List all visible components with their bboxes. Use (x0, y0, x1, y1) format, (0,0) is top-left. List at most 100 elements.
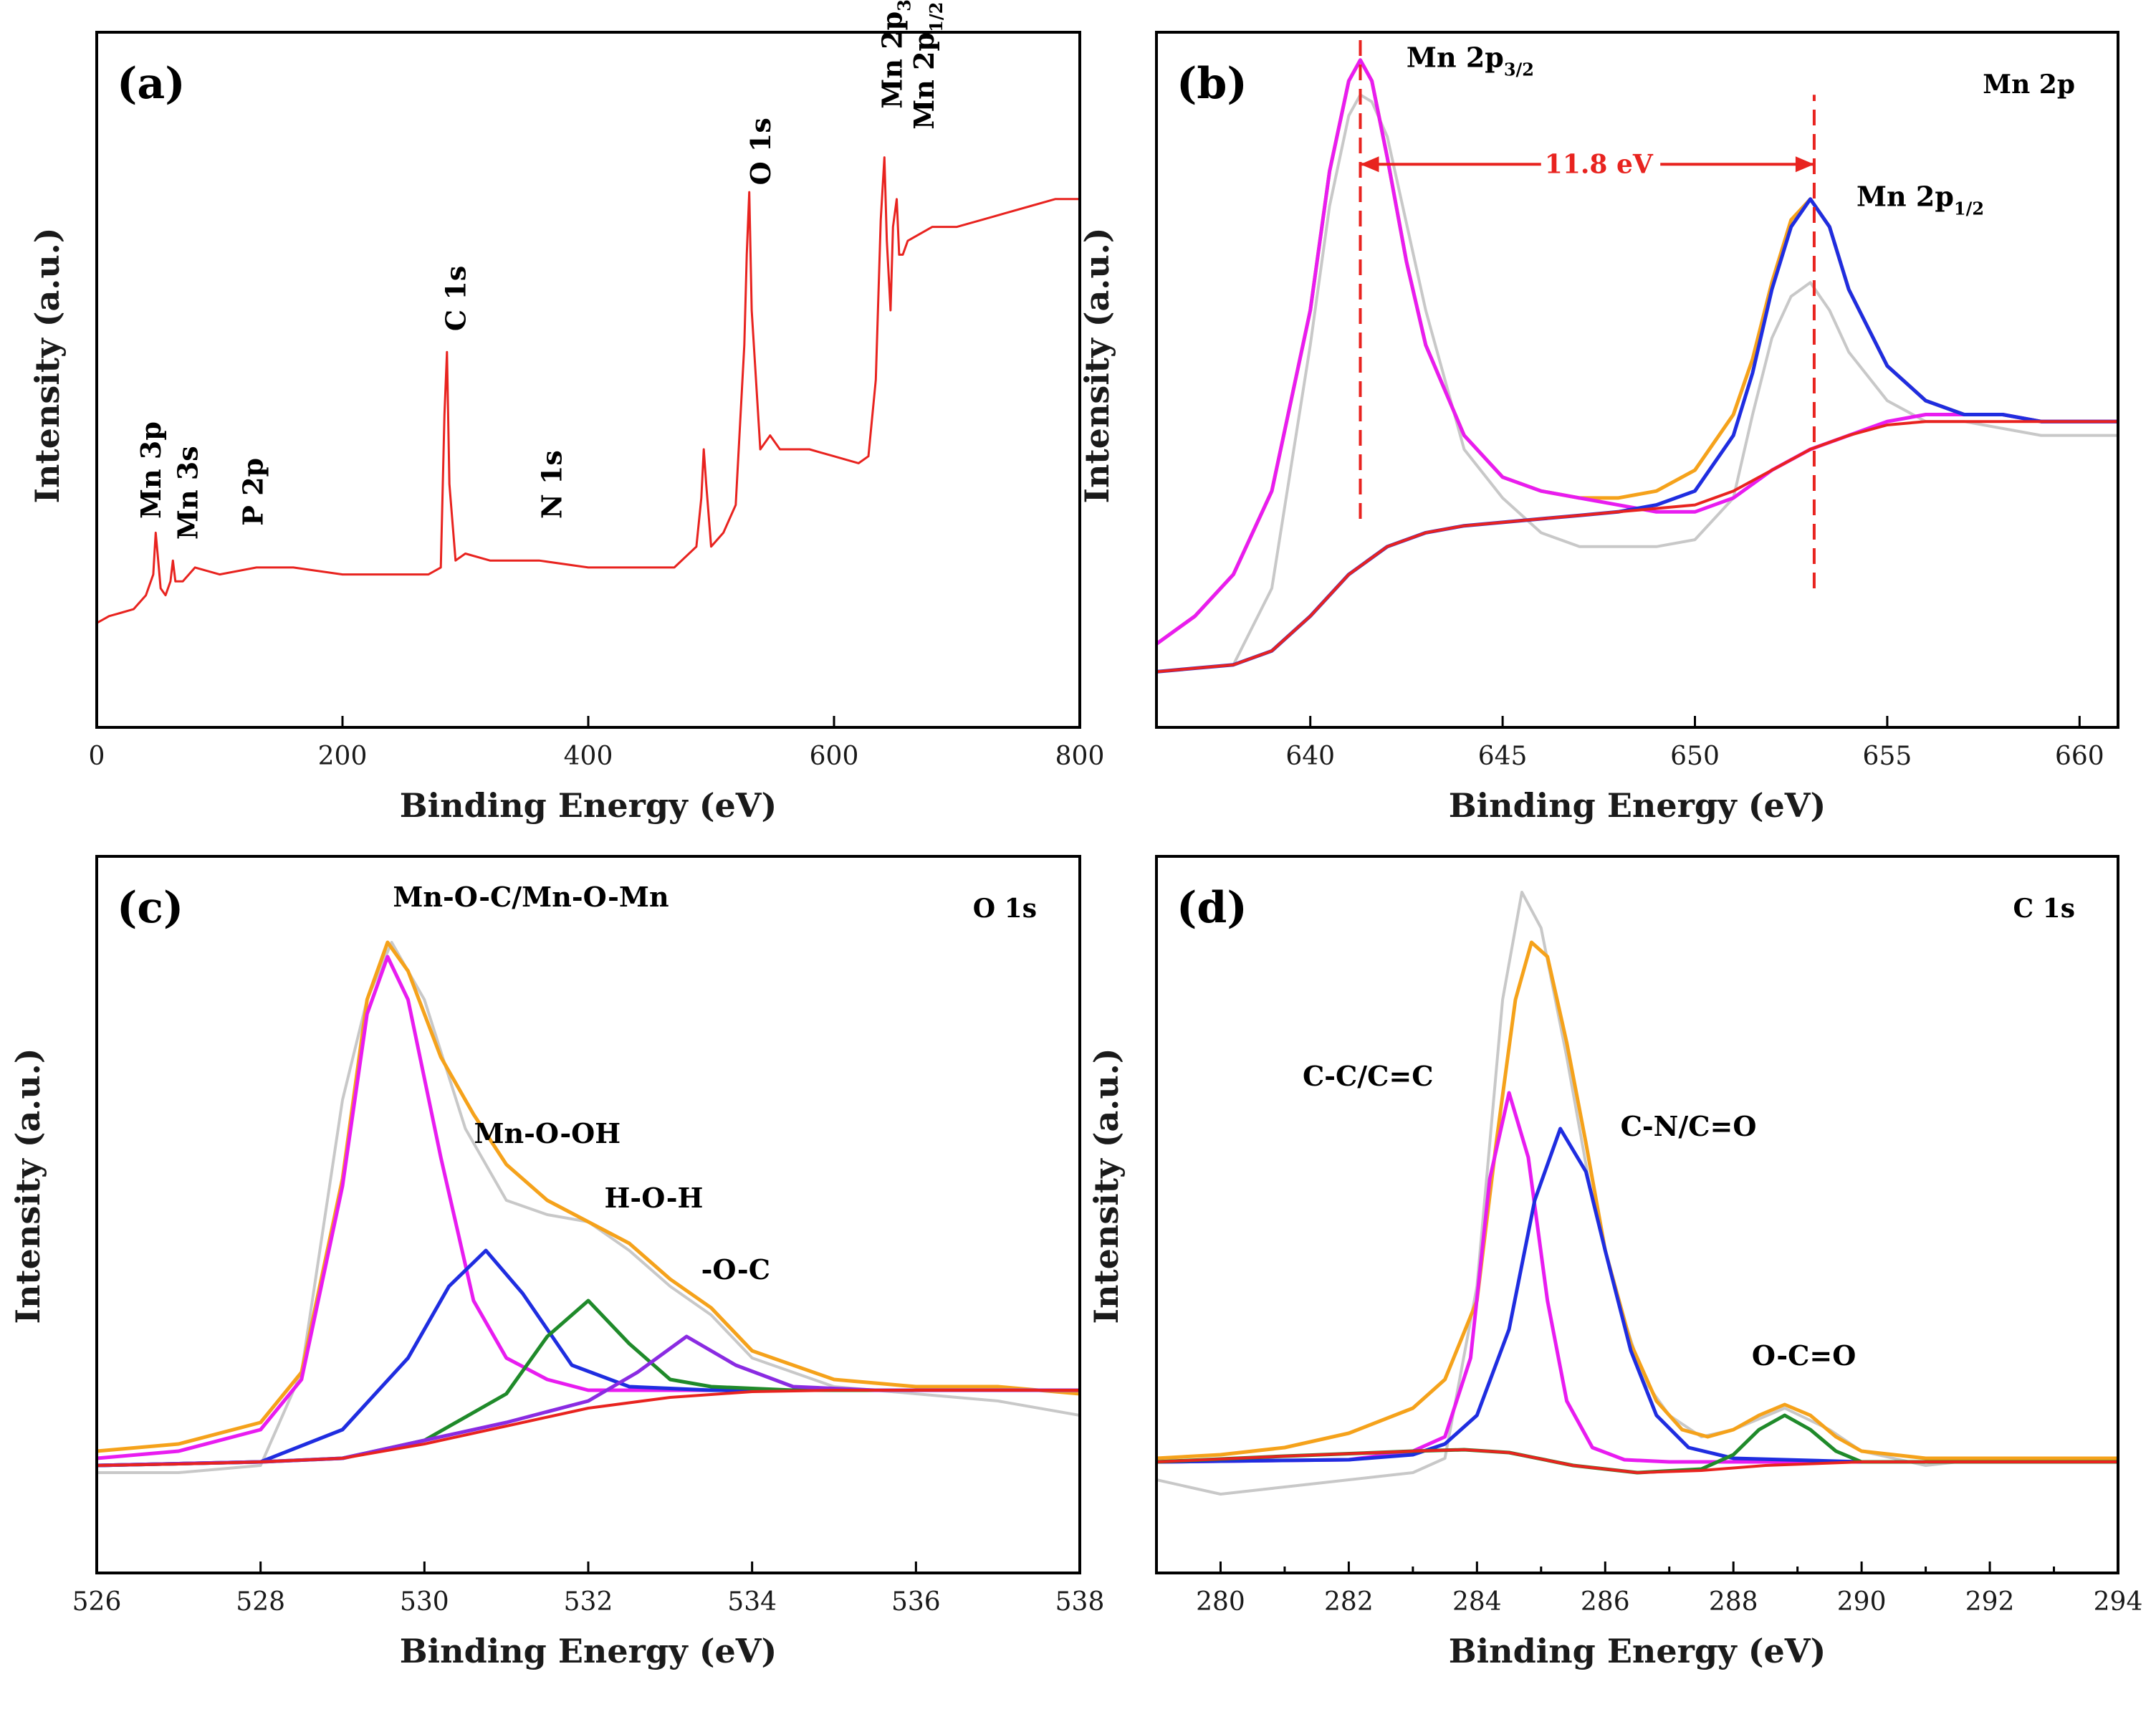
peak-label: H-O-H (605, 1182, 704, 1214)
x-tick-label: 528 (236, 1587, 285, 1617)
series-line-c-c-c-c (1156, 1091, 2118, 1464)
series-line-background (97, 1389, 1080, 1467)
peak-label-text: O-C=O (1752, 1339, 1856, 1372)
peak-label-subscript: 1/2 (926, 2, 947, 32)
peak-label: Mn 2p1/2 (1856, 181, 1984, 219)
peak-label-text: Mn 2p (876, 11, 908, 109)
series-line-raw (97, 941, 1080, 1474)
peak-label-text: C-C/C=C (1303, 1060, 1433, 1092)
series-line-raw (1156, 891, 2118, 1496)
peak-label: Mn-O-C/Mn-O-Mn (393, 881, 669, 913)
panel-label: (a) (117, 59, 186, 109)
peak-label: C-N/C=O (1621, 1110, 1757, 1142)
x-tick-label: 536 (891, 1587, 941, 1617)
peak-label-text: Mn 3p (135, 421, 167, 519)
region-label: C 1s (2013, 894, 2075, 924)
peak-label-text: Mn 3s (172, 446, 204, 540)
x-axis-title: Binding Energy (eV) (400, 786, 777, 825)
peak-label: O-C=O (1752, 1339, 1856, 1372)
peak-label-subscript: 1/2 (1954, 199, 1984, 219)
series-group (97, 940, 1080, 1474)
panel-label: (d) (1177, 883, 1247, 933)
series-line-survey (97, 156, 1080, 624)
peak-label-text: C-N/C=O (1621, 1110, 1757, 1142)
x-axis-title: Binding Energy (eV) (1449, 1632, 1826, 1670)
peak-label-subscript: 3/2 (1504, 59, 1534, 80)
x-axis-title: Binding Energy (eV) (1449, 786, 1826, 825)
peak-label-text: Mn-O-OH (474, 1117, 621, 1149)
x-tick-label: 292 (1965, 1587, 2015, 1617)
series-line-envelope (97, 940, 1080, 1453)
peak-label: O 1s (744, 118, 777, 185)
peak-label: Mn 3s (172, 446, 204, 540)
x-tick-label: 534 (727, 1587, 777, 1617)
x-tick-label: 645 (1478, 742, 1528, 771)
x-tick-label: 655 (1863, 742, 1912, 771)
x-tick-label: 288 (1709, 1587, 1758, 1617)
x-tick-label: 532 (564, 1587, 613, 1617)
series-line-c-n-c-o (1156, 1127, 2118, 1464)
arrow-head (1795, 156, 1814, 173)
panel-label: (c) (117, 883, 183, 933)
x-tick-label: 660 (2055, 742, 2104, 771)
series-group (1156, 891, 2118, 1496)
peak-label-text: P 2p (237, 458, 269, 526)
x-tick-label: 650 (1670, 742, 1720, 771)
energy-split-label: 11.8 eV (1545, 149, 1654, 179)
x-tick-label: 800 (1055, 742, 1105, 771)
peak-label: Mn 3p (135, 421, 167, 519)
region-label: O 1s (973, 894, 1037, 924)
x-tick-label: 538 (1055, 1587, 1105, 1617)
series-line-raw (1156, 93, 2118, 674)
plot-frame (95, 31, 1081, 729)
x-tick-label: 286 (1581, 1587, 1630, 1617)
x-tick-label: 0 (89, 742, 105, 771)
peak-label: P 2p (237, 458, 269, 526)
panel-label: (b) (1177, 59, 1247, 109)
peak-label-text: O 1s (744, 118, 777, 185)
panel-c: 526 528 530 532 534 536 538 Binding Energy (eV)… (9, 855, 1105, 1670)
peak-label-text: C 1s (440, 266, 472, 331)
x-tick-label: 640 (1285, 742, 1335, 771)
x-axis-title: Binding Energy (eV) (400, 1632, 777, 1670)
x-tick-label: 200 (318, 742, 368, 771)
peak-label: Mn 2p1/2 (908, 2, 947, 130)
peak-label-text: Mn 2p (1856, 181, 1954, 213)
series-line--o-c (97, 1334, 1080, 1468)
peak-label: Mn 2p3/2 (876, 0, 914, 109)
panel-b: 11.8 eV 640 645 650 655 660 Binding Energy (eV… (1078, 31, 2119, 825)
panel-d: 280 282 284 286 288 290 292 294 Binding Energy (… (1087, 855, 2143, 1670)
x-tick-label: 284 (1452, 1587, 1502, 1617)
series-line-envelope (1156, 940, 2118, 1460)
peak-label: C-C/C=C (1303, 1060, 1433, 1092)
peak-label-subscript: 3/2 (893, 0, 914, 11)
series-line-mn-2p3-2 (1156, 58, 2118, 646)
y-axis-title: Intensity (a.u.) (1087, 1048, 1126, 1324)
x-tick-label: 526 (72, 1587, 122, 1617)
x-tick-label: 290 (1837, 1587, 1887, 1617)
peak-label-text: -O-C (701, 1253, 770, 1286)
peak-label: N 1s (535, 450, 567, 519)
y-axis-title: Intensity (a.u.) (1078, 227, 1116, 503)
peak-label-text: Mn-O-C/Mn-O-Mn (393, 881, 669, 913)
peak-label-text: Mn 2p (1407, 42, 1504, 74)
series-line-background (1156, 420, 2118, 674)
series-line-background (1156, 1448, 2118, 1474)
peak-label-text: H-O-H (605, 1182, 704, 1214)
region-label: Mn 2p (1983, 70, 2075, 100)
peak-label: C 1s (440, 266, 472, 331)
peak-label: Mn 2p3/2 (1407, 42, 1534, 80)
series-line-mn-2p1-2 (1156, 197, 2118, 674)
x-tick-label: 530 (400, 1587, 449, 1617)
peak-label-text: N 1s (535, 450, 567, 519)
x-tick-label: 400 (564, 742, 613, 771)
series-line-h-o-h (97, 1298, 1080, 1468)
plot-frame (1155, 855, 2119, 1574)
x-tick-label: 294 (2094, 1587, 2143, 1617)
x-tick-label: 280 (1196, 1587, 1245, 1617)
peak-label: -O-C (701, 1253, 770, 1286)
x-tick-label: 600 (810, 742, 859, 771)
series-group (1156, 58, 2118, 674)
arrow-head (1360, 156, 1379, 173)
